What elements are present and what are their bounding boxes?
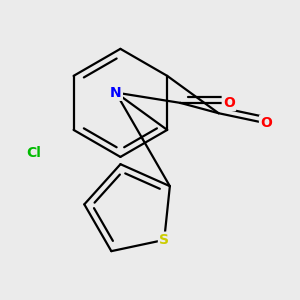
Text: O: O bbox=[223, 96, 235, 110]
Text: S: S bbox=[159, 233, 169, 247]
Text: O: O bbox=[260, 116, 272, 130]
Text: Cl: Cl bbox=[26, 146, 41, 160]
Text: N: N bbox=[110, 85, 122, 100]
